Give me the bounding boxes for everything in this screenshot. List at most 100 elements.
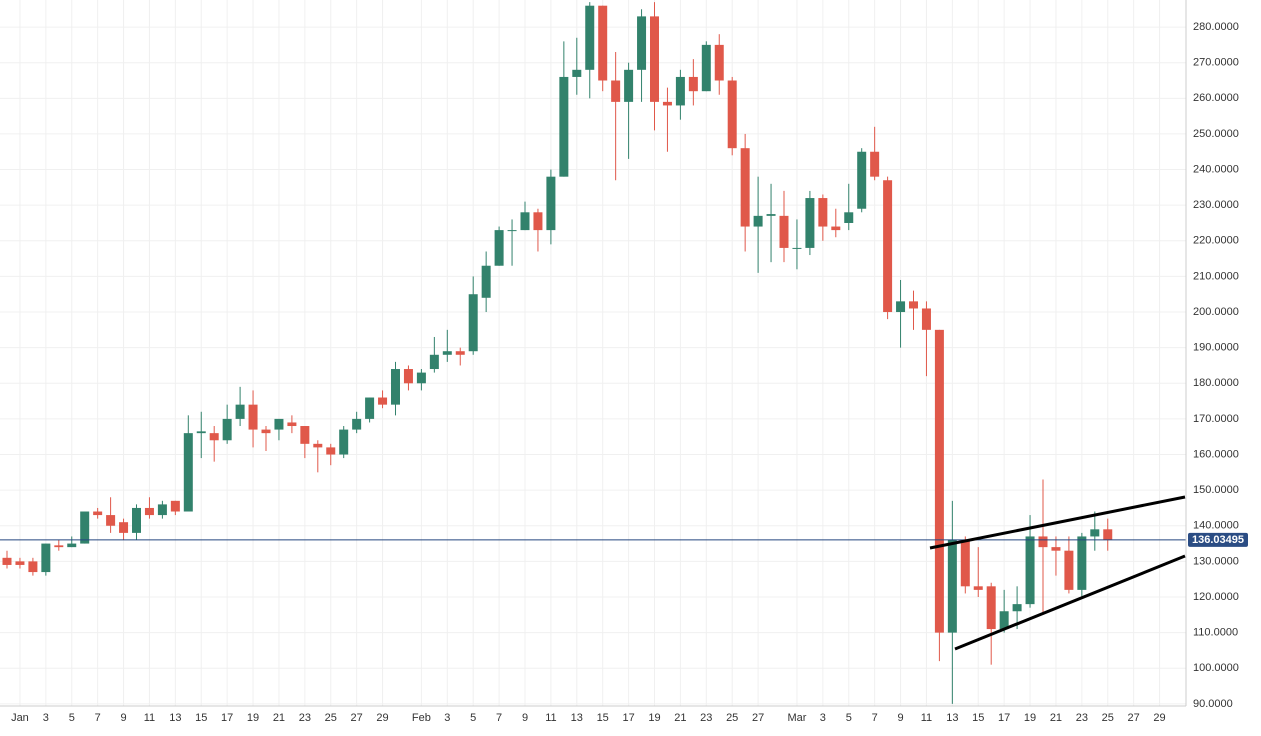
y-tick-label: 240.0000 [1193,163,1239,175]
x-tick-label: 27 [1128,712,1140,724]
candle-body [1064,550,1074,590]
x-tick-label: 25 [325,712,337,724]
x-tick-label: 23 [299,712,311,724]
x-tick-label: Mar [787,712,806,724]
candle-body [909,301,918,309]
candle-body [611,80,621,102]
x-tick-label: Feb [412,712,431,724]
candle-body [766,214,776,216]
x-tick-label: 25 [1102,712,1114,724]
x-tick-label: 7 [872,712,878,724]
candle-body [170,500,180,512]
y-tick-label: 270.0000 [1193,57,1239,69]
candle-body [41,543,51,573]
last-price-box [1188,532,1248,547]
x-tick-label: 3 [444,712,450,724]
x-tick-label: 7 [496,712,502,724]
candle-body [403,369,413,384]
candle-body [119,522,129,533]
candle-body [28,561,38,573]
x-tick-label: Jan [11,712,29,724]
candle-body [792,247,802,249]
candles [0,2,1186,704]
candle-body [183,433,193,512]
x-tick-label: 5 [470,712,476,724]
x-tick-label: 5 [846,712,852,724]
candle-body [352,418,362,430]
x-tick-label: 27 [351,712,363,724]
x-tick-label: 11 [921,712,932,724]
candle-body [624,69,634,102]
candle-body [1025,536,1035,605]
candle-body [870,151,880,177]
x-tick-label: 17 [622,712,634,724]
x-tick-label: 7 [95,712,101,724]
y-tick-label: 140.0000 [1193,520,1239,532]
candle-body [805,198,815,248]
y-tick-label: 90.0000 [1193,698,1233,710]
candle-body [1051,547,1061,551]
candle-body [1012,604,1022,612]
candle-body [67,543,77,548]
x-tick-label: 3 [820,712,826,724]
x-tick-label: 17 [998,712,1010,724]
candle-body [339,429,349,455]
x-tick-label: 21 [1050,712,1062,724]
candle-body [1077,536,1087,590]
x-tick-label: 23 [1076,712,1088,724]
candle-body [883,180,893,313]
candle-body [546,176,556,231]
candle-body [326,447,336,455]
candle-body [559,76,569,177]
y-tick-label: 170.0000 [1193,413,1239,425]
y-tick-label: 100.0000 [1193,662,1239,674]
y-tick-label: 110.0000 [1193,627,1238,639]
x-tick-label: 9 [120,712,126,724]
candle-body [391,369,400,405]
grid [0,0,1186,706]
y-tick-label: 250.0000 [1193,128,1239,140]
candle-body [1090,529,1100,537]
candle-body [999,611,1009,630]
candle-body [533,212,543,231]
y-tick-label: 230.0000 [1193,199,1239,211]
y-tick-label: 280.0000 [1193,21,1239,33]
candle-body [2,557,12,565]
y-tick-label: 210.0000 [1193,270,1239,282]
candle-body [572,69,582,77]
x-tick-label: 15 [597,712,609,724]
candle-body [740,148,750,227]
x-tick-label: 3 [43,712,49,724]
candle-body [1038,536,1048,548]
candle-body [54,545,64,548]
candle-body [973,586,983,590]
x-tick-label: 17 [221,712,233,724]
candle-body [248,404,258,430]
candle-body [313,443,323,448]
x-tick-label: 5 [69,712,75,724]
candle-body [714,44,724,81]
candle-body [701,44,711,92]
y-tick-label: 200.0000 [1193,306,1239,318]
candle-body [157,504,167,516]
x-tick-label: 21 [273,712,285,724]
y-tick-label: 180.0000 [1193,377,1239,389]
candle-body [378,397,388,405]
x-tick-label: 11 [144,712,155,724]
candle-body [442,351,452,355]
candle-body [598,5,608,81]
candle-body [429,354,439,370]
candle-body [947,540,957,633]
trend-line-lower [954,554,1186,651]
candle-body [80,511,90,544]
candle-body [662,101,672,106]
y-tick-label: 220.0000 [1193,235,1239,247]
candle-body [779,215,789,248]
x-tick-label: 27 [752,712,764,724]
y-tick-label: 120.0000 [1193,591,1239,603]
candle-body [261,429,271,434]
candle-body [507,230,517,232]
x-tick-label: 13 [169,712,181,724]
candle-body [365,397,375,419]
